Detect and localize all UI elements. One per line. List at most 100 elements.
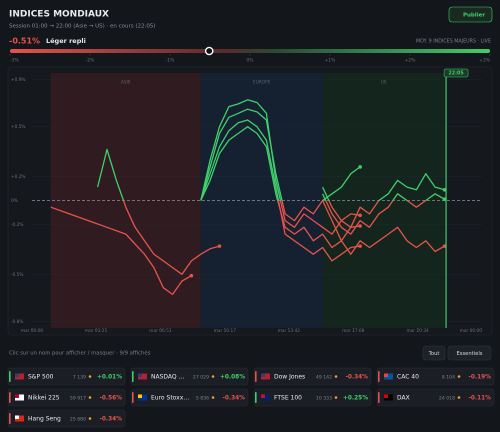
title: INDICES MONDIAUX [9,10,109,20]
legend-stripe [378,392,380,403]
flag-accent [261,373,265,377]
x-tick-label: mar 13:42 [278,328,301,334]
legend-change: -0.11% [468,395,491,401]
legend-item[interactable]: NASDAQ … 27 029 +0.08% [130,367,249,386]
series-end-dot [442,187,447,192]
gauge-marker [204,46,214,56]
gauge-tick-label: -1% [166,58,175,64]
flag-base [261,373,270,380]
gauge-tick-label: +2% [405,58,417,64]
series-end-dot [358,224,362,228]
button-bg [422,345,446,361]
button-label: Tout [428,351,440,357]
legend-item[interactable]: CAC 40 8 104 -0.19% [376,367,495,386]
flag-accent [384,373,388,377]
legend-change: +0.08% [220,374,245,380]
y-tick-label: +0.9% [11,77,26,83]
legend-bg [7,388,126,407]
flag-base [138,394,147,401]
legend-bg [7,409,126,428]
legend-dot [88,417,92,420]
flag-base [261,394,270,401]
series-line [322,200,445,255]
gauge-tick-label: +3% [479,58,491,64]
x-tick-label: mar 17:08 [342,328,365,334]
legend-item[interactable]: Hang Seng 25 680 -0.34% [7,409,126,428]
series-end-dot [189,273,194,278]
flag-base [15,415,24,422]
flag-accent [138,394,142,398]
publish-button[interactable]: Publier [448,6,493,23]
series-end-dot [358,165,362,169]
series-end-dot [442,197,447,201]
legend-name: NASDAQ … [151,373,185,380]
legend-stripe [9,371,11,382]
legend-name: Nikkei 225 [28,394,60,401]
now-label: 22:05 [448,71,463,77]
series-line [50,206,192,296]
subtitle: Session 01:00 → 22:00 (Asie → US) · en c… [9,24,156,30]
legend-bg [253,388,372,407]
legend-dot [88,375,92,378]
gauge-tick-label: -2% [86,58,95,64]
filter-button[interactable]: Essentiels [447,345,492,361]
flag-base [15,373,24,380]
legend-change: +0.01% [97,374,122,380]
legend-change: -0.34% [345,374,368,380]
series-line [96,148,220,275]
legend-item[interactable]: Dow Jones 49 142 -0.34% [253,367,372,386]
button-label: Essentiels [457,351,483,357]
flag-accent [15,394,19,398]
series-end-dot [358,244,362,248]
button-bg [448,6,493,23]
button-bg [447,345,492,361]
legend-item[interactable]: S&P 500 7 139 +0.01% [7,367,126,386]
gauge-tick-label: +1% [325,58,337,64]
legend-level: 7 139 [73,374,86,380]
x-tick-label: mar 03:25 [85,328,108,334]
flag-base [15,394,24,401]
gauge-tick-label: -3% [10,58,19,64]
flag-accent [15,415,19,419]
now-badge [443,68,469,78]
legend-level: 49 142 [316,374,332,380]
flag-accent [261,394,265,398]
footer-hint: Clic sur un nom pour afficher / masquer … [9,350,151,357]
legend-level: 5 836 [196,395,209,401]
filter-button[interactable]: Tout [422,345,446,361]
flag-base [384,394,393,401]
gauge-status: Léger repli [46,37,86,45]
x-tick-label: mar 06:51 [149,328,172,334]
legend-item[interactable]: FTSE 100 10 333 +0.25% [253,388,372,407]
legend-bg [7,367,126,386]
y-tick-label: -0.2% [11,222,23,228]
gauge-bar [10,49,490,53]
legend-dot [211,396,215,399]
legend-name: CAC 40 [397,373,419,380]
series-line [200,119,361,262]
legend-level: 25 680 [70,416,86,422]
series-line [322,173,445,228]
series-line [200,99,361,235]
series-end-dot [358,213,362,218]
legend-item[interactable]: Nikkei 225 59 917 -0.56% [7,388,126,407]
legend-item[interactable]: Euro Stoxx… 5 836 -0.34% [130,388,249,407]
legend-item[interactable]: DAX 24 018 -0.11% [376,388,495,407]
session-label: EUROPE [253,80,271,86]
legend-name: Euro Stoxx… [151,394,189,401]
legend-dot [457,396,461,399]
legend-level: 59 917 [70,395,86,401]
legend-level: 8 104 [442,374,455,380]
legend-stripe [378,371,380,382]
legend-bg [130,388,249,407]
legend-name: Dow Jones [274,373,305,380]
flag-base [138,373,147,380]
x-tick-label: mar 20:34 [406,328,429,334]
x-tick-label: mar 10:17 [214,328,237,334]
flag-accent [15,373,19,377]
series-end-dot [217,244,222,248]
legend-dot [211,375,215,378]
y-tick-label: +0.2% [11,174,26,180]
legend-level: 27 029 [193,374,209,380]
